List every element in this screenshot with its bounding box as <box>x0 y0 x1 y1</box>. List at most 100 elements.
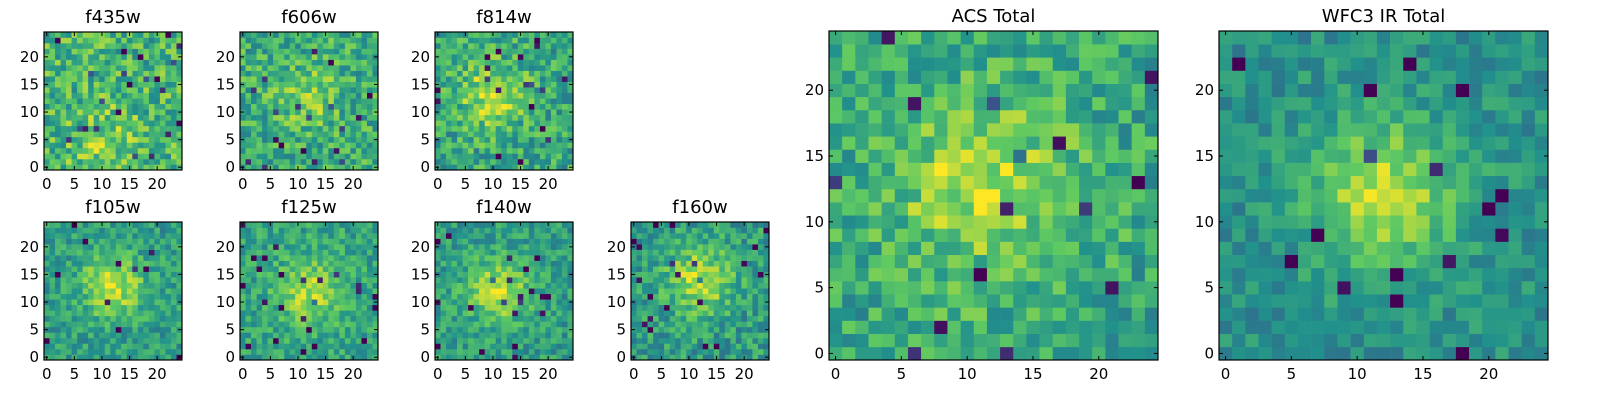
heatmap-cell <box>517 120 524 127</box>
heatmap-cell <box>132 54 139 60</box>
heatmap-cell <box>451 37 458 44</box>
heatmap-cell <box>344 120 351 127</box>
heatmap-cell <box>550 114 557 121</box>
heatmap-cell <box>77 332 83 339</box>
heatmap-cell <box>306 158 313 165</box>
heatmap-cell <box>708 304 715 311</box>
heatmap-cell <box>88 271 94 278</box>
heatmap-cell <box>60 76 67 82</box>
heatmap-cell <box>355 277 362 284</box>
heatmap-cell <box>333 282 340 289</box>
heatmap-cell <box>311 266 318 272</box>
heatmap-cell <box>328 277 335 284</box>
heatmap-cell <box>267 98 274 105</box>
heatmap-cell <box>528 125 535 132</box>
heatmap-cell <box>350 238 357 245</box>
heatmap-cell <box>77 348 83 355</box>
heatmap-cell <box>99 114 106 121</box>
heatmap-cell <box>561 59 568 66</box>
heatmap-cell <box>55 76 61 82</box>
heatmap-cell <box>350 120 357 127</box>
heatmap-cell <box>355 266 362 272</box>
heatmap-cell <box>306 87 313 94</box>
heatmap-cell <box>484 271 491 278</box>
heatmap-cell <box>82 153 89 160</box>
heatmap-cell <box>154 120 161 127</box>
heatmap-cell <box>110 321 117 328</box>
heatmap-cell <box>115 32 122 38</box>
heatmap-cell <box>300 282 307 289</box>
heatmap-cell <box>71 158 78 165</box>
heatmap-cell <box>642 233 648 239</box>
heatmap-cell <box>686 238 693 245</box>
heatmap-cell <box>495 310 502 317</box>
heatmap-cell <box>306 147 313 154</box>
heatmap-cell <box>550 125 557 132</box>
heatmap-cell <box>697 244 704 250</box>
heatmap-cell <box>752 315 759 322</box>
heatmap-cell <box>165 131 172 138</box>
heatmap-cell <box>317 343 324 350</box>
heatmap-cell <box>333 337 340 344</box>
heatmap-cell <box>300 271 307 278</box>
heatmap-cell <box>506 120 513 127</box>
heatmap-cell <box>137 109 144 116</box>
heatmap-cell <box>55 59 61 66</box>
heatmap-cell <box>894 320 909 334</box>
heatmap-cell <box>328 244 335 250</box>
heatmap-cell <box>757 260 764 267</box>
heatmap-cell <box>245 92 252 99</box>
heatmap-cell <box>523 255 530 261</box>
heatmap-cell <box>545 43 552 49</box>
heatmap-cell <box>143 299 150 306</box>
heatmap-cell <box>99 103 106 110</box>
heatmap-cell <box>82 32 89 38</box>
heatmap-cell <box>262 227 268 234</box>
heatmap-cell <box>1052 281 1067 295</box>
heatmap-cell <box>256 354 263 361</box>
heatmap-cell <box>93 54 100 60</box>
heatmap-cell <box>333 238 340 245</box>
heatmap-cell <box>719 343 726 350</box>
heatmap-cell <box>278 343 285 350</box>
heatmap-cell <box>350 332 357 339</box>
heatmap-cell <box>545 271 552 278</box>
heatmap-cell <box>669 233 676 239</box>
heatmap-cell <box>49 37 56 44</box>
heatmap-cell <box>256 164 263 171</box>
heatmap-cell <box>680 244 687 250</box>
heatmap-cell <box>440 293 447 300</box>
heatmap-cell <box>484 153 491 160</box>
heatmap-cell <box>539 131 546 138</box>
heatmap-cell <box>907 241 922 256</box>
heatmap-cell <box>495 282 502 289</box>
heatmap-cell <box>658 260 665 267</box>
heatmap-cell <box>99 92 106 99</box>
heatmap-cell <box>148 87 155 94</box>
heatmap-cell <box>289 131 296 138</box>
heatmap-cell <box>457 65 463 71</box>
heatmap-cell <box>1105 175 1119 190</box>
heatmap-cell <box>435 37 441 44</box>
heatmap-cell <box>479 70 485 77</box>
heatmap-cell <box>664 310 670 317</box>
heatmap-cell <box>647 244 654 250</box>
heatmap-cell <box>344 32 351 38</box>
heatmap-cell <box>702 326 709 333</box>
heatmap-cell <box>829 188 843 203</box>
heatmap-cell <box>490 282 497 289</box>
heatmap-cell <box>653 260 659 267</box>
heatmap-cell <box>306 54 313 60</box>
heatmap-cell <box>278 37 285 44</box>
heatmap-cell <box>556 343 563 350</box>
heatmap-cell <box>350 255 357 261</box>
heatmap-cell <box>440 271 447 278</box>
heatmap-cell <box>262 348 268 355</box>
heatmap-cell <box>55 142 61 149</box>
heatmap-cell <box>245 43 252 49</box>
heatmap-cell <box>451 109 458 116</box>
heatmap-cell <box>126 92 133 99</box>
heatmap-cell <box>88 326 94 333</box>
heatmap-cell <box>479 238 485 245</box>
heatmap-cell <box>675 343 681 350</box>
